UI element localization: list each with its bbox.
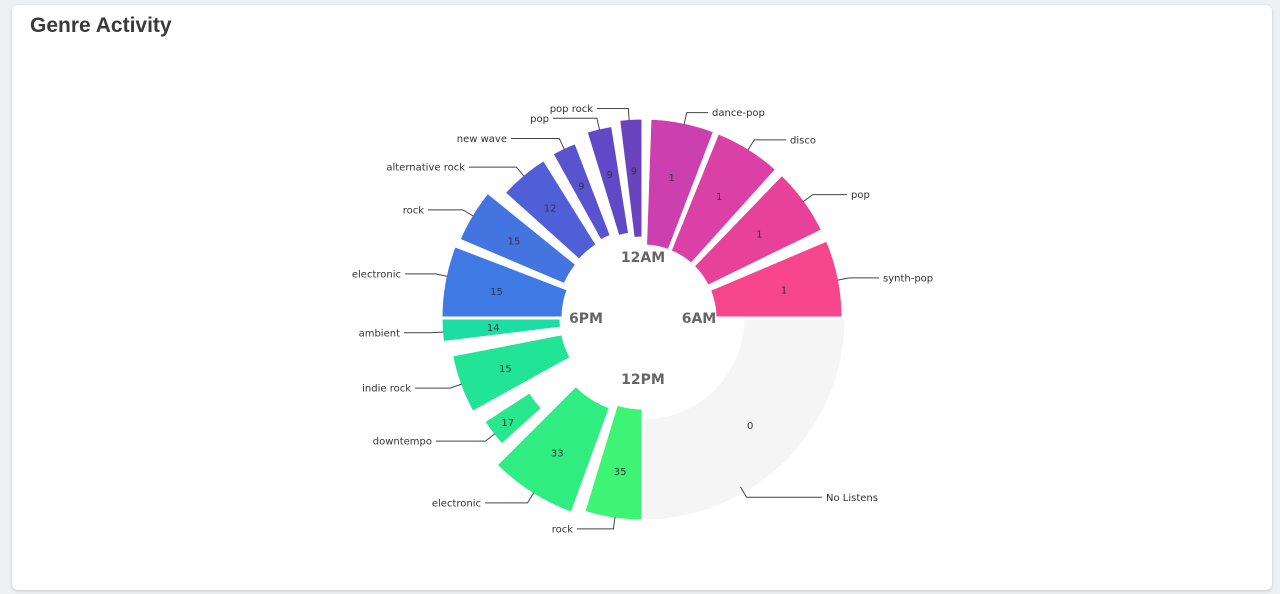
- leader-line: [428, 209, 474, 217]
- leader-line: [747, 139, 786, 151]
- slice-indie-rock-8[interactable]: [450, 332, 573, 415]
- slice-pop-rock-15[interactable]: [617, 116, 645, 241]
- category-label-dance-pop: dance-pop: [712, 108, 765, 119]
- slice-value-label: 9: [578, 182, 584, 193]
- category-label-alternative-rock: alternative rock: [386, 163, 465, 174]
- leader-line: [404, 331, 444, 334]
- leader-line: [436, 433, 496, 442]
- slice-alternative-rock-12[interactable]: [502, 157, 599, 262]
- leader-line: [802, 194, 847, 203]
- leader-line: [415, 383, 462, 389]
- category-label-ambient: ambient: [359, 328, 400, 339]
- time-label-12pm: 12PM: [621, 372, 665, 388]
- category-label-pop: pop: [851, 190, 870, 201]
- slice-value-label: 0: [747, 421, 753, 432]
- slice-pop-2[interactable]: [691, 172, 825, 288]
- category-label-new-wave: new wave: [457, 134, 507, 145]
- leader-line: [837, 277, 879, 281]
- slice-value-label: 9: [607, 170, 613, 181]
- slice-value-label: 12: [544, 203, 557, 214]
- slice-value-label: 1: [669, 173, 675, 184]
- leader-line: [577, 516, 616, 530]
- slice-dance-pop-0[interactable]: [644, 116, 717, 253]
- slice-downtempo-7[interactable]: [482, 390, 545, 447]
- slice-no-listens-4[interactable]: [641, 316, 848, 523]
- time-label-12am: 12AM: [621, 250, 665, 266]
- slice-rock-11[interactable]: [457, 190, 579, 287]
- category-label-indie-rock: indie rock: [362, 384, 411, 395]
- slice-rock-5[interactable]: [582, 402, 645, 523]
- category-label-downtempo: downtempo: [373, 437, 432, 448]
- slice-electronic-6[interactable]: [494, 383, 613, 515]
- card-title: Genre Activity: [30, 14, 172, 37]
- slice-value-label: 15: [499, 364, 512, 375]
- category-label-synth-pop: synth-pop: [883, 273, 933, 284]
- category-label-rock: rock: [403, 205, 425, 216]
- time-label-6pm: 6PM: [569, 311, 603, 327]
- slice-disco-1[interactable]: [668, 131, 779, 266]
- category-label-rock: rock: [552, 524, 574, 535]
- leader-line: [740, 486, 822, 498]
- leader-line: [485, 492, 535, 504]
- category-label-no-listens: No Listens: [826, 493, 878, 504]
- slice-value-label: 33: [551, 449, 564, 460]
- slice-value-label: 17: [501, 418, 514, 429]
- category-label-electronic: electronic: [352, 269, 401, 280]
- category-label-disco: disco: [790, 135, 816, 146]
- slice-value-label: 14: [487, 323, 500, 334]
- leader-line: [683, 112, 708, 125]
- leader-line: [553, 117, 601, 131]
- slice-pop-14[interactable]: [584, 123, 632, 239]
- category-label-pop: pop: [530, 114, 549, 125]
- time-label-6am: 6AM: [682, 311, 717, 327]
- slice-value-label: 15: [490, 287, 503, 298]
- category-label-pop-rock: pop rock: [550, 104, 594, 115]
- slice-value-label: 1: [781, 285, 787, 296]
- slice-value-label: 1: [716, 192, 722, 203]
- leader-line: [511, 138, 565, 150]
- leader-line: [469, 166, 525, 177]
- slice-electronic-10[interactable]: [439, 244, 570, 320]
- slice-value-label: 35: [614, 467, 627, 478]
- slice-value-label: 1: [756, 229, 762, 240]
- leader-line: [597, 108, 630, 121]
- slice-value-label: 9: [631, 166, 637, 177]
- slice-value-label: 15: [508, 236, 521, 247]
- slice-new-wave-13[interactable]: [550, 140, 613, 243]
- leader-line: [405, 273, 448, 277]
- category-label-electronic: electronic: [432, 498, 481, 509]
